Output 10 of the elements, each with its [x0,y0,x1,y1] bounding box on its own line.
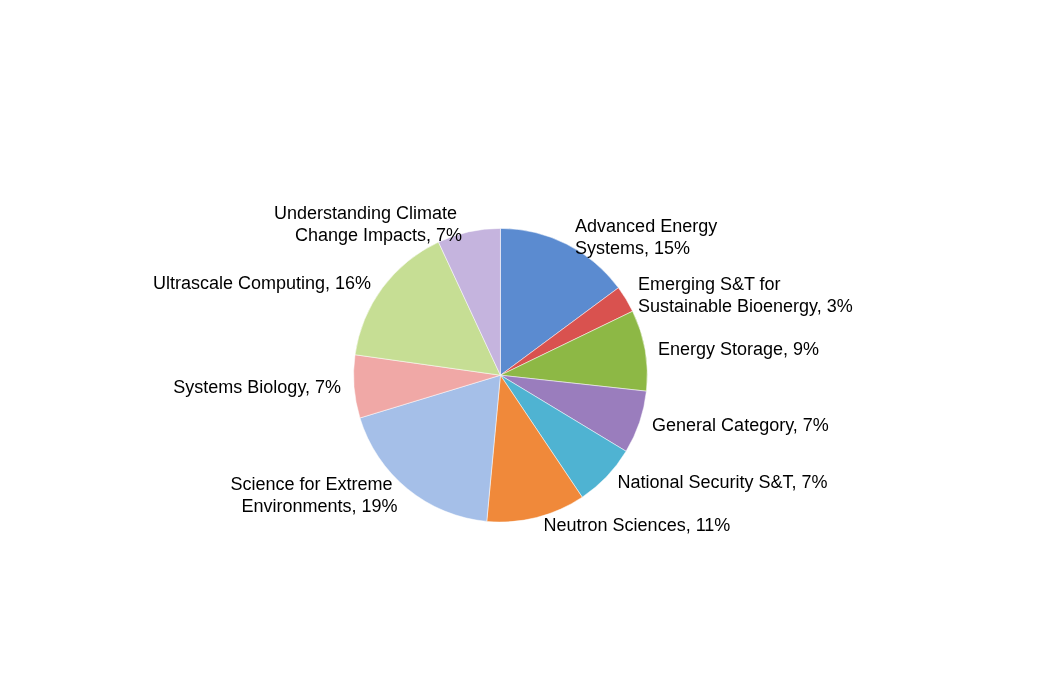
slice-label: Neutron Sciences, 11% [543,515,731,536]
slice-label: Understanding Climate Change Impacts, 7% [273,203,462,246]
slice-label: Advanced Energy Systems, 15% [575,215,723,258]
slice-label: National Security S&T, 7% [617,472,828,493]
slice-label: Energy Storage, 9% [658,338,820,359]
slice-label: Ultrascale Computing, 16% [152,273,372,294]
slice-label: Science for Extreme Environments, 19% [230,474,398,517]
slice-label: Systems Biology, 7% [173,377,342,398]
slice-label: General Category, 7% [652,414,829,435]
slice-label: Emerging S&T for Sustainable Bioenergy, 3% [637,274,853,317]
